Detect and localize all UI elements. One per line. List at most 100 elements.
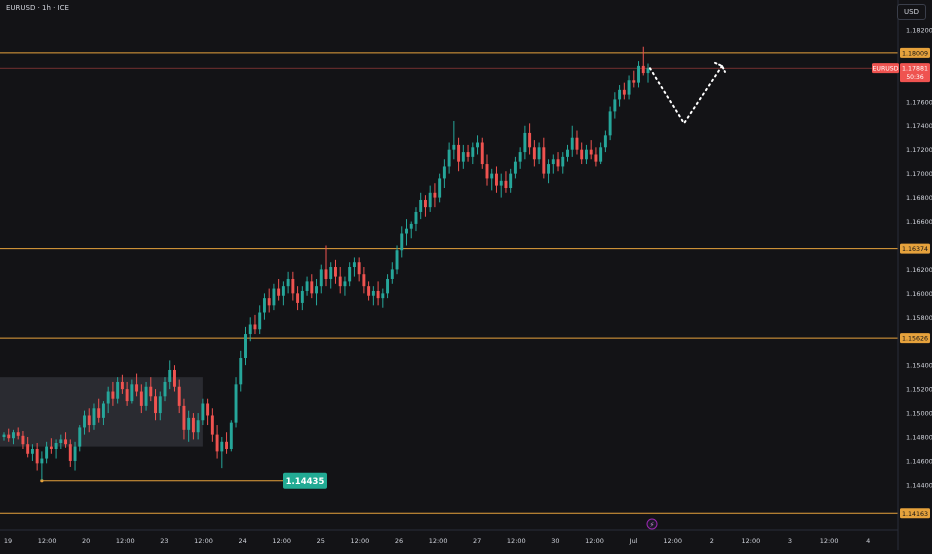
candle-body xyxy=(414,211,418,224)
candle-body xyxy=(83,415,86,428)
candle-body xyxy=(386,278,390,294)
level-price-tag-label: 1.14163 xyxy=(902,511,928,518)
candle-body xyxy=(428,192,432,208)
x-tick-label: 12:00 xyxy=(663,537,682,545)
x-tick-label: 12:00 xyxy=(194,537,213,545)
candle-body xyxy=(518,152,522,162)
range-box-layer xyxy=(0,0,898,550)
candle-body xyxy=(173,369,176,387)
countdown-label: 50:36 xyxy=(906,74,923,81)
candle-body xyxy=(225,441,229,449)
candle-body xyxy=(495,173,498,186)
candle-body xyxy=(97,408,101,418)
level-price-tag-label: 1.15626 xyxy=(902,336,928,343)
candle-body xyxy=(362,274,366,287)
candle-body xyxy=(267,298,271,306)
candle-body xyxy=(542,147,546,174)
candle-body xyxy=(177,386,181,406)
candle-body xyxy=(248,324,252,335)
candle-body xyxy=(641,65,645,74)
candle-body xyxy=(423,199,427,208)
price-axis-panel xyxy=(898,0,932,550)
candle-body xyxy=(580,149,584,160)
candle-body xyxy=(471,147,475,157)
candle-body xyxy=(229,422,233,449)
candle-body xyxy=(575,137,579,150)
candle-body xyxy=(111,391,115,399)
candle-body xyxy=(187,417,191,430)
candle-body xyxy=(338,276,342,287)
symbol-tag-label: EURUSD xyxy=(873,66,899,73)
candle-body xyxy=(305,281,309,291)
event-marker xyxy=(646,518,658,530)
consolidation-box xyxy=(0,377,203,447)
candle-body xyxy=(244,334,247,358)
y-tick-label: 1.16600 xyxy=(906,218,932,226)
level-price-tag xyxy=(900,243,930,254)
candle-body xyxy=(367,286,371,296)
candle-body xyxy=(419,199,423,212)
y-tick-label: 1.17000 xyxy=(906,170,932,178)
level-price-tag xyxy=(900,508,930,519)
candle-body xyxy=(352,262,356,268)
x-tick-label: 12:00 xyxy=(585,537,604,545)
y-tick-label: 1.15000 xyxy=(906,410,932,418)
currency-button[interactable]: USD xyxy=(897,4,926,20)
x-tick-label: 12:00 xyxy=(38,537,57,545)
x-tick-label: 2 xyxy=(710,537,714,545)
candle-body xyxy=(49,446,53,449)
symbol-tag xyxy=(872,63,899,74)
candle-body xyxy=(300,290,304,303)
candle-body xyxy=(54,443,58,449)
candle-body xyxy=(570,137,574,150)
candle-body xyxy=(618,89,622,100)
candle-body xyxy=(480,142,484,165)
y-tick-label: 1.18200 xyxy=(906,26,932,34)
plot-background xyxy=(0,0,898,550)
x-tick-label: 3 xyxy=(788,537,792,545)
candle-body xyxy=(125,389,129,402)
candle-body xyxy=(21,435,25,445)
candle-body xyxy=(210,415,214,435)
candle-body xyxy=(196,420,200,433)
candle-body xyxy=(461,152,465,162)
y-tick-label: 1.14600 xyxy=(906,457,932,465)
y-tick-label: 1.17400 xyxy=(906,122,932,130)
y-tick-label: 1.15400 xyxy=(906,362,932,370)
candle-body xyxy=(116,381,120,399)
candle-body xyxy=(457,144,461,162)
candle-body xyxy=(101,403,105,418)
candle-body xyxy=(613,99,617,112)
y-tick-label: 1.17200 xyxy=(906,146,932,154)
candle-body xyxy=(476,142,479,148)
candle-body xyxy=(73,446,77,461)
projection-path xyxy=(649,64,723,126)
y-tick-label: 1.16200 xyxy=(906,266,932,274)
candle-body xyxy=(106,391,110,404)
x-tick-label: 19 xyxy=(4,537,12,545)
candle-body xyxy=(16,432,20,436)
y-tick-label: 1.17600 xyxy=(906,98,932,106)
candle-body xyxy=(45,446,49,459)
symbol-header[interactable]: EURUSD · 1h · ICE xyxy=(6,4,69,12)
candle-body xyxy=(608,111,612,136)
candle-body xyxy=(509,173,513,188)
candle-body xyxy=(409,223,413,229)
candle-body xyxy=(442,166,446,179)
candle-body xyxy=(499,180,503,186)
candle-body xyxy=(513,161,517,174)
candle-body xyxy=(447,149,451,167)
candle-body xyxy=(485,164,489,179)
x-tick-label: 4 xyxy=(866,537,870,545)
candle-body xyxy=(603,135,607,148)
candle-body xyxy=(319,269,323,287)
candle-body xyxy=(220,441,224,452)
candle-body xyxy=(130,384,134,402)
candle-body xyxy=(532,147,536,160)
candle-body xyxy=(253,324,257,330)
candle-body xyxy=(594,154,598,162)
level-price-tag-label: 1.18009 xyxy=(902,50,928,57)
x-tick-label: 27 xyxy=(473,537,481,545)
